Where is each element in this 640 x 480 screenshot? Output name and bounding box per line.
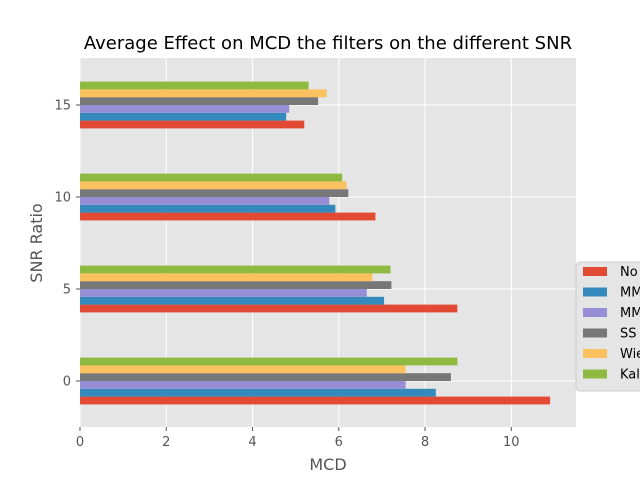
legend-swatch-1 bbox=[583, 287, 607, 297]
legend-swatch-3 bbox=[583, 328, 607, 338]
bar-ss-3-snr-15 bbox=[80, 97, 319, 105]
bar-mm-2-snr-15 bbox=[80, 105, 290, 113]
bar-no-0-snr-10 bbox=[80, 212, 376, 221]
bar-kal-5-snr-15 bbox=[80, 81, 309, 90]
legend-label-5: Kal bbox=[620, 368, 640, 383]
legend-swatch-4 bbox=[583, 349, 607, 358]
y-tick-label-0: 0 bbox=[63, 375, 71, 390]
bar-mm-1-snr-5 bbox=[80, 296, 385, 305]
bar-mm-1-snr-15 bbox=[80, 112, 287, 121]
bars bbox=[80, 81, 551, 405]
legend-label-4: Wie bbox=[620, 347, 640, 362]
bar-ss-3-snr-10 bbox=[80, 189, 349, 197]
legend-label-0: No bbox=[620, 265, 638, 280]
bar-mm-1-snr-10 bbox=[80, 204, 336, 213]
y-tick-label-1: 5 bbox=[63, 283, 71, 298]
bar-kal-5-snr-0 bbox=[80, 357, 458, 366]
x-tick-label-2: 4 bbox=[248, 435, 256, 450]
y-tick-label-2: 10 bbox=[54, 191, 71, 206]
x-tick-label-5: 10 bbox=[503, 435, 520, 450]
bar-ss-3-snr-0 bbox=[80, 373, 451, 381]
bar-kal-5-snr-10 bbox=[80, 173, 343, 182]
bar-no-0-snr-15 bbox=[80, 120, 305, 129]
chart-title: Average Effect on MCD the filters on the… bbox=[84, 33, 572, 54]
legend-label-3: SS bbox=[620, 327, 637, 342]
x-tick-label-1: 2 bbox=[162, 435, 170, 450]
legend-swatch-2 bbox=[583, 308, 607, 317]
legend-swatch-5 bbox=[583, 369, 607, 379]
legend: No MM MM SS Wie Kal bbox=[575, 261, 640, 392]
bar-wie-4-snr-5 bbox=[80, 273, 373, 282]
bar-kal-5-snr-5 bbox=[80, 265, 391, 274]
bar-wie-4-snr-0 bbox=[80, 365, 406, 374]
bar-mm-2-snr-0 bbox=[80, 381, 406, 389]
legend-swatch-0 bbox=[583, 267, 607, 276]
bar-no-0-snr-5 bbox=[80, 304, 458, 313]
y-ticks: 0 5 10 15 bbox=[54, 99, 80, 390]
y-axis-label: SNR Ratio bbox=[27, 203, 46, 282]
bar-no-0-snr-0 bbox=[80, 396, 551, 405]
bar-wie-4-snr-10 bbox=[80, 181, 347, 190]
y-tick-label-3: 15 bbox=[54, 99, 71, 114]
bar-mm-2-snr-10 bbox=[80, 197, 330, 205]
x-tick-label-0: 0 bbox=[76, 435, 84, 450]
bar-ss-3-snr-5 bbox=[80, 281, 392, 289]
legend-label-1: MM bbox=[620, 286, 640, 301]
x-tick-label-4: 8 bbox=[421, 435, 429, 450]
bar-mm-1-snr-0 bbox=[80, 388, 436, 397]
legend-label-2: MM bbox=[620, 306, 640, 321]
bar-mm-2-snr-5 bbox=[80, 289, 367, 297]
x-axis-label: MCD bbox=[309, 455, 346, 474]
x-tick-label-3: 6 bbox=[335, 435, 343, 450]
x-ticks: 0 2 4 6 8 10 bbox=[76, 427, 520, 450]
bar-wie-4-snr-15 bbox=[80, 89, 327, 98]
